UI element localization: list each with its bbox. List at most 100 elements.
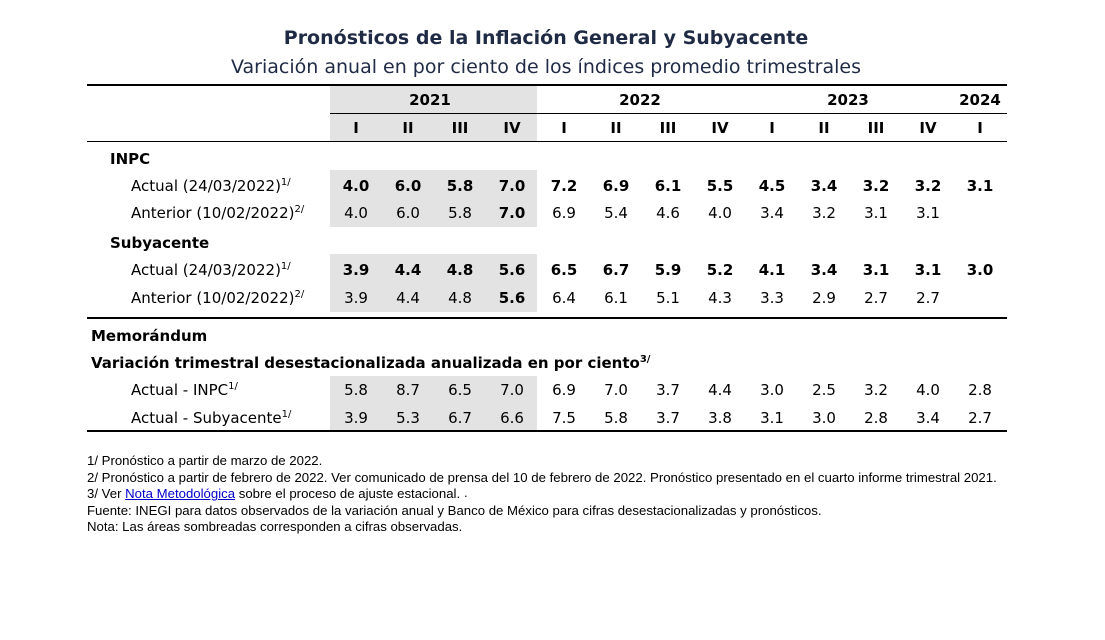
table-cell: 4.4 xyxy=(396,289,420,307)
table-cell: 5.1 xyxy=(656,289,680,307)
quarter-header: III xyxy=(451,119,469,137)
footnote-3: 3/ Ver Nota Metodológica sobre el proces… xyxy=(87,486,1022,503)
row-label-sub-actual: Actual (24/03/2022)1/ xyxy=(131,260,291,280)
footnote-ref: 1/ xyxy=(280,177,291,188)
table-cell: 3.4 xyxy=(810,261,838,279)
footnote-ref: 2/ xyxy=(294,289,305,300)
header-bottom-rule xyxy=(87,141,1007,142)
source-note: Fuente: INEGI para datos observados de l… xyxy=(87,502,822,518)
footnote-ref: 2/ xyxy=(294,204,305,215)
table-cell: 3.0 xyxy=(966,261,994,279)
table-cell: 6.1 xyxy=(654,177,682,195)
observed-shade-inpc xyxy=(330,170,537,227)
table-cell: 3.7 xyxy=(656,381,680,399)
table-cell: 3.0 xyxy=(812,409,836,427)
table-cell: 6.7 xyxy=(448,409,472,427)
row-label-memo-subyacente: Actual - Subyacente1/ xyxy=(131,408,291,428)
table-cell: 7.0 xyxy=(500,381,524,399)
row-label-text: Actual (24/03/2022) xyxy=(131,177,281,195)
memorandum-rule xyxy=(87,317,1007,319)
table-cell: 3.2 xyxy=(864,381,888,399)
quarter-header: I xyxy=(561,119,567,137)
table-cell: 3.1 xyxy=(916,204,940,222)
table-cell: 2.8 xyxy=(864,409,888,427)
table-cell: 6.0 xyxy=(394,177,422,195)
section-inpc: INPC xyxy=(110,150,151,168)
table-cell: 3.3 xyxy=(760,289,784,307)
table-cell: 7.2 xyxy=(550,177,578,195)
table-cell: 5.8 xyxy=(446,177,474,195)
table-cell: 7.0 xyxy=(498,204,526,222)
table-cell: 6.7 xyxy=(602,261,630,279)
year-2021: 2021 xyxy=(409,91,451,109)
section-subyacente: Subyacente xyxy=(110,234,210,252)
table-cell: 4.0 xyxy=(916,381,940,399)
table-cell: 3.1 xyxy=(862,261,890,279)
table-cell: 4.0 xyxy=(344,204,368,222)
page-title: Pronósticos de la Inflación General y Su… xyxy=(283,27,809,49)
table-cell: 3.2 xyxy=(914,177,942,195)
page-subtitle: Variación anual en por ciento de los índ… xyxy=(231,56,861,78)
table-cell: 3.7 xyxy=(656,409,680,427)
table-cell: 4.1 xyxy=(758,261,786,279)
table-cell: 4.5 xyxy=(758,177,786,195)
stray-dot: . xyxy=(464,485,468,500)
table-cell: 2.8 xyxy=(968,381,992,399)
year-2022: 2022 xyxy=(619,91,661,109)
row-label-inpc-anterior: Anterior (10/02/2022)2/ xyxy=(131,203,304,223)
table-cell: 6.5 xyxy=(448,381,472,399)
quarter-header: I xyxy=(769,119,775,137)
observed-shade-quarters xyxy=(330,114,537,141)
table-cell: 2.7 xyxy=(864,289,888,307)
table-cell: 2.7 xyxy=(916,289,940,307)
table-cell: 6.9 xyxy=(602,177,630,195)
table-cell: 6.6 xyxy=(500,409,524,427)
table-cell: 4.4 xyxy=(394,261,422,279)
table-cell: 3.1 xyxy=(864,204,888,222)
table-cell: 3.1 xyxy=(760,409,784,427)
quarter-header: III xyxy=(659,119,677,137)
observed-shade-subyacente xyxy=(330,254,537,312)
row-label-inpc-actual: Actual (24/03/2022)1/ xyxy=(131,176,291,196)
table-cell: 5.6 xyxy=(498,289,526,307)
table-cell: 5.5 xyxy=(706,177,734,195)
quarter-header: II xyxy=(610,119,622,137)
nota-metodologica-link[interactable]: Nota Metodológica xyxy=(125,486,236,502)
observed-shade-memorandum xyxy=(330,376,537,430)
row-label-text: Actual - Subyacente xyxy=(131,409,282,427)
footnote-ref: 3/ xyxy=(639,354,651,365)
table-cell: 3.8 xyxy=(708,409,732,427)
quarter-header: II xyxy=(818,119,830,137)
table-cell: 6.9 xyxy=(552,204,576,222)
table-cell: 4.8 xyxy=(446,261,474,279)
section-variacion: Variación trimestral desestacionalizada … xyxy=(91,353,650,373)
table-cell: 4.0 xyxy=(342,177,370,195)
footnote-3-post: sobre el proceso de ajuste estacional. xyxy=(235,486,461,502)
table-cell: 4.4 xyxy=(708,381,732,399)
table-cell: 6.9 xyxy=(552,381,576,399)
footnote-1: 1/ Pronóstico a partir de marzo de 2022. xyxy=(87,453,323,468)
table-cell: 6.5 xyxy=(550,261,578,279)
row-label-sub-anterior: Anterior (10/02/2022)2/ xyxy=(131,288,304,308)
table-cell: 5.8 xyxy=(448,204,472,222)
table-bottom-rule xyxy=(87,430,1007,432)
shading-note: Nota: Las áreas sombreadas corresponden … xyxy=(87,519,463,535)
footnote-ref: 1/ xyxy=(228,381,238,392)
row-label-text: Anterior (10/02/2022) xyxy=(131,204,295,222)
table-cell: 3.9 xyxy=(342,261,370,279)
year-2024: 2024 xyxy=(959,91,1001,109)
table-cell: 3.4 xyxy=(810,177,838,195)
table-cell: 5.4 xyxy=(604,204,628,222)
footnote-ref: 1/ xyxy=(280,261,291,272)
top-rule xyxy=(87,84,1007,86)
table-cell: 6.1 xyxy=(604,289,628,307)
quarter-header: IV xyxy=(919,119,937,137)
table-cell: 3.0 xyxy=(760,381,784,399)
table-cell: 3.1 xyxy=(914,261,942,279)
section-memorandum: Memorándum xyxy=(91,327,208,345)
row-label-memo-inpc: Actual - INPC1/ xyxy=(131,380,238,400)
quarter-header: II xyxy=(402,119,414,137)
table-cell: 2.9 xyxy=(812,289,836,307)
table-cell: 3.9 xyxy=(344,409,368,427)
quarter-header: I xyxy=(977,119,983,137)
